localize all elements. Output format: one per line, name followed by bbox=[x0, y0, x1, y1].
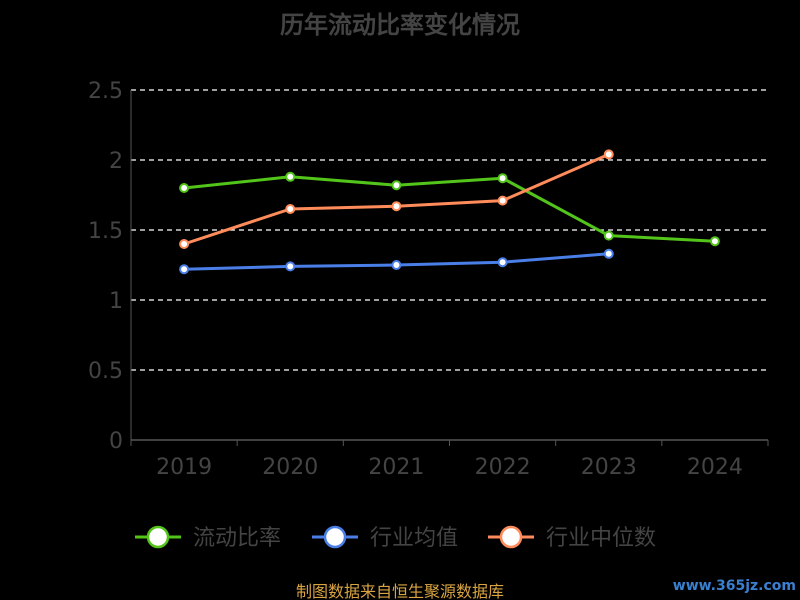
chart-title: 历年流动比率变化情况 bbox=[280, 11, 520, 39]
y-tick-label: 1.5 bbox=[88, 219, 123, 244]
y-tick-label: 2 bbox=[109, 149, 123, 174]
x-tick-label: 2024 bbox=[687, 455, 743, 480]
legend[interactable]: 流动比率 行业均值 行业中位数 bbox=[135, 525, 656, 551]
data-point bbox=[179, 183, 190, 193]
series-line bbox=[183, 175, 715, 243]
data-point bbox=[391, 201, 402, 212]
x-tick-label: 2022 bbox=[475, 455, 531, 480]
data-point bbox=[391, 180, 402, 191]
grid-lines bbox=[131, 89, 768, 371]
x-tick-label: 2021 bbox=[368, 455, 424, 480]
data-point bbox=[179, 239, 190, 249]
legend-marker bbox=[146, 525, 170, 549]
legend-label: 行业中位数 bbox=[546, 526, 656, 551]
legend-marker bbox=[323, 525, 347, 549]
data-point bbox=[285, 171, 296, 182]
series-1 bbox=[179, 171, 720, 247]
y-tick-label: 0.5 bbox=[88, 359, 123, 384]
data-point bbox=[285, 204, 296, 214]
data-point bbox=[497, 257, 508, 268]
series-lines bbox=[179, 149, 720, 275]
x-tick-label: 2019 bbox=[156, 455, 212, 480]
legend-marker bbox=[499, 525, 523, 549]
y-tick-label: 1 bbox=[109, 289, 123, 314]
source-note: 制图数据来自恒生聚源数据库 bbox=[296, 582, 504, 600]
legend-label: 流动比率 bbox=[193, 526, 281, 551]
x-tick-label: 2023 bbox=[581, 455, 637, 480]
data-point bbox=[497, 195, 508, 206]
data-point bbox=[497, 173, 508, 184]
x-tick-label: 2020 bbox=[262, 455, 318, 480]
legend-item[interactable]: 行业中位数 bbox=[488, 525, 656, 551]
y-tick-label: 2.5 bbox=[88, 79, 123, 104]
series-2 bbox=[179, 248, 614, 275]
legend-label: 行业均值 bbox=[370, 526, 458, 551]
legend-item[interactable]: 行业均值 bbox=[312, 525, 458, 551]
y-tick-label: 0 bbox=[109, 429, 123, 454]
data-point bbox=[603, 230, 614, 241]
axes: 0 0.5 1 1.5 2 2.5 2019 2020 2021 2022 2023 2024 bbox=[88, 79, 769, 480]
legend-item[interactable]: 流动比率 bbox=[135, 525, 281, 551]
data-point bbox=[285, 261, 296, 272]
data-point bbox=[391, 260, 402, 270]
data-point bbox=[709, 236, 720, 247]
data-point bbox=[179, 264, 190, 275]
watermark: www.365jz.com bbox=[673, 578, 796, 594]
data-point bbox=[603, 149, 614, 160]
data-point bbox=[603, 248, 614, 259]
series-3 bbox=[179, 149, 614, 249]
